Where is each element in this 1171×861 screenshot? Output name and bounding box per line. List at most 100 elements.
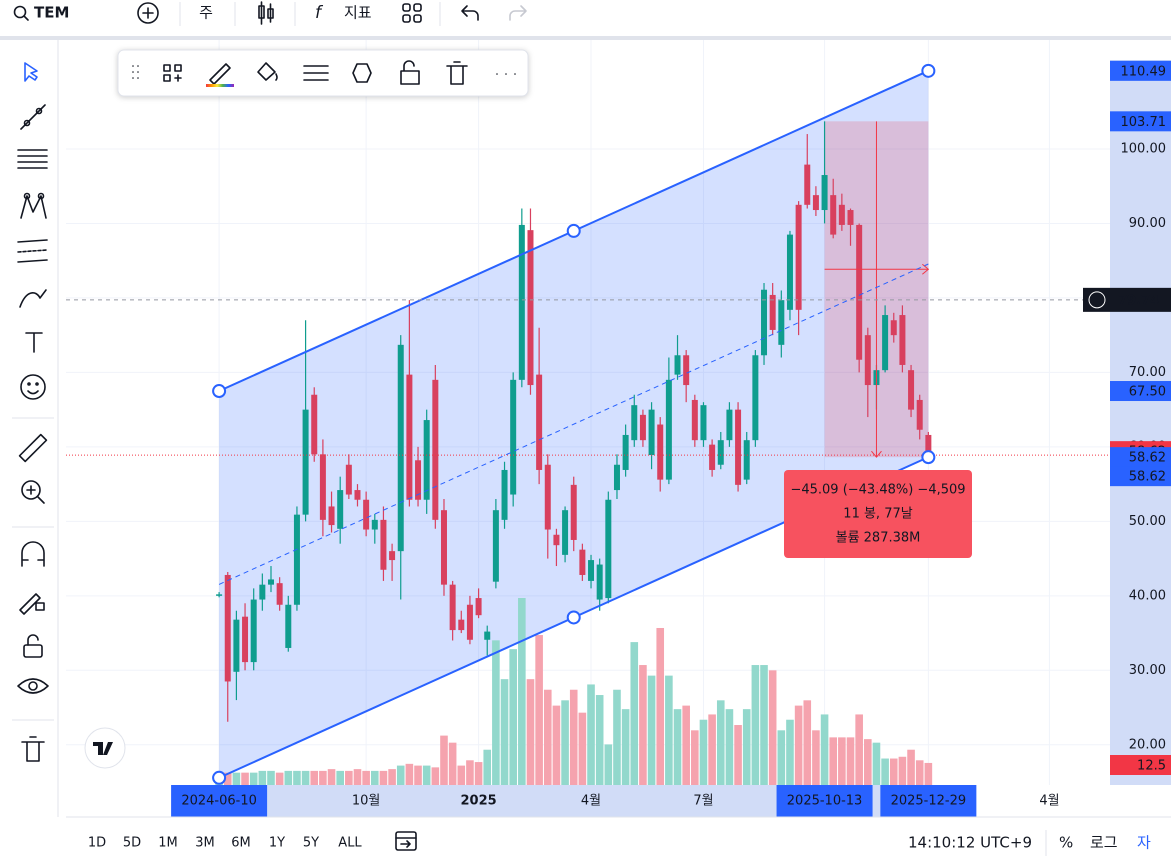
volume-bar <box>682 705 690 785</box>
auto-toggle[interactable]: 자 <box>1137 834 1151 852</box>
y-tick-label: 90.00 <box>1129 216 1166 231</box>
volume-bar <box>249 772 258 785</box>
range-button[interactable]: ALL <box>338 836 362 851</box>
channel-handle[interactable] <box>212 384 227 399</box>
price-badge-label: 12.5 <box>1137 759 1166 774</box>
symbol-search[interactable] <box>13 5 29 21</box>
volume-bar <box>431 767 440 785</box>
volume-bar <box>492 640 500 785</box>
measure-arrow <box>871 450 882 458</box>
volume-bar <box>405 763 414 785</box>
candle-body <box>847 210 854 225</box>
indicators[interactable]: 지표 <box>344 4 372 22</box>
candle-body <box>631 405 638 441</box>
percent-toggle[interactable]: % <box>1059 834 1073 852</box>
x-tick-label: 4월 <box>581 794 601 809</box>
volume-bar <box>898 756 907 785</box>
undo[interactable] <box>461 5 479 21</box>
volume-bar <box>241 772 249 785</box>
volume-bar <box>310 770 319 785</box>
candle-body <box>458 619 465 631</box>
date-range[interactable] <box>395 831 417 851</box>
channel-handle[interactable] <box>566 223 581 238</box>
toolbar-icon[interactable] <box>132 65 139 79</box>
x-badge <box>880 785 977 817</box>
x-tick-label: 4월 <box>1039 794 1059 809</box>
candle-body <box>449 584 456 631</box>
x-tick-label: 7월 <box>693 794 713 809</box>
candle-body <box>466 604 473 640</box>
interval[interactable]: 주 <box>199 4 213 22</box>
chart-type[interactable] <box>258 1 274 25</box>
volume-bar <box>543 689 552 785</box>
candle-body <box>397 344 404 552</box>
fx-icon[interactable]: f <box>315 3 324 23</box>
channel-handle[interactable] <box>566 610 581 625</box>
candle-body <box>683 355 690 386</box>
toolbar-icon[interactable] <box>446 61 468 85</box>
range-button[interactable]: 1D <box>88 836 106 851</box>
volume-bar <box>760 665 768 785</box>
toolbar-icon[interactable] <box>352 63 372 83</box>
volume-bar <box>604 744 613 785</box>
candle-body <box>328 506 335 526</box>
measure-arrow <box>922 263 930 275</box>
toolbar-icon[interactable] <box>303 65 329 81</box>
tv-logo-mark <box>93 742 113 755</box>
add-symbol[interactable] <box>137 2 159 24</box>
candle-body <box>233 619 240 672</box>
range-button[interactable]: 5Y <box>303 836 319 851</box>
channel-handle[interactable] <box>921 63 936 78</box>
candle-body <box>285 604 292 648</box>
toolbar-icon[interactable] <box>209 63 231 85</box>
crosshair-plus[interactable] <box>1088 291 1106 309</box>
volume-bar <box>595 695 604 785</box>
volume-bar <box>734 725 742 785</box>
volume-bar <box>855 714 863 785</box>
volume-bar <box>422 765 431 785</box>
candle-body <box>778 300 785 345</box>
candle-body <box>371 519 378 530</box>
candle-body <box>553 534 560 546</box>
symbol[interactable]: TEM <box>34 4 69 22</box>
channel-handle[interactable] <box>921 450 936 465</box>
color-strip <box>206 84 234 87</box>
candle-body <box>838 204 845 225</box>
volume-bar <box>673 709 682 785</box>
tool-icons[interactable] <box>17 62 49 762</box>
toolbar-icon[interactable] <box>400 60 420 85</box>
channel-handle[interactable] <box>212 770 227 785</box>
candle-body <box>527 230 534 386</box>
volume-bar <box>258 770 267 785</box>
volume-bar <box>440 735 448 785</box>
candle-body <box>665 379 672 480</box>
range-button[interactable]: 6M <box>231 836 251 851</box>
price-badge <box>1110 111 1171 132</box>
candle-body <box>276 583 283 605</box>
volume-bar <box>613 689 621 785</box>
volume-bar <box>526 679 535 785</box>
toolbar-icon[interactable] <box>257 62 278 81</box>
range-button[interactable]: 5D <box>123 836 141 851</box>
volume-bar <box>500 679 509 785</box>
volume-bar <box>768 670 777 785</box>
volume-bar <box>716 700 725 785</box>
x-tick-label: 2025 <box>460 794 496 809</box>
drawing-toolbar-icons[interactable] <box>132 60 516 85</box>
candle-body <box>709 444 716 470</box>
candle-body <box>769 294 776 330</box>
log-toggle[interactable]: 로그 <box>1090 834 1118 852</box>
range-button[interactable]: 3M <box>195 836 215 851</box>
crosshair-label: 79.74 <box>1118 293 1159 308</box>
layouts[interactable] <box>402 3 422 23</box>
toolbar-icon[interactable] <box>163 64 182 82</box>
volume-bar <box>725 709 734 785</box>
range-button[interactable]: 1Y <box>269 836 285 851</box>
volume-bar <box>379 770 388 785</box>
volume-bar <box>284 770 293 785</box>
volume-bar <box>907 749 915 785</box>
candle-body <box>743 440 750 480</box>
price-badge-label: 67.50 <box>1129 385 1166 400</box>
range-button[interactable]: 1M <box>158 836 178 851</box>
candle-body <box>648 409 655 456</box>
